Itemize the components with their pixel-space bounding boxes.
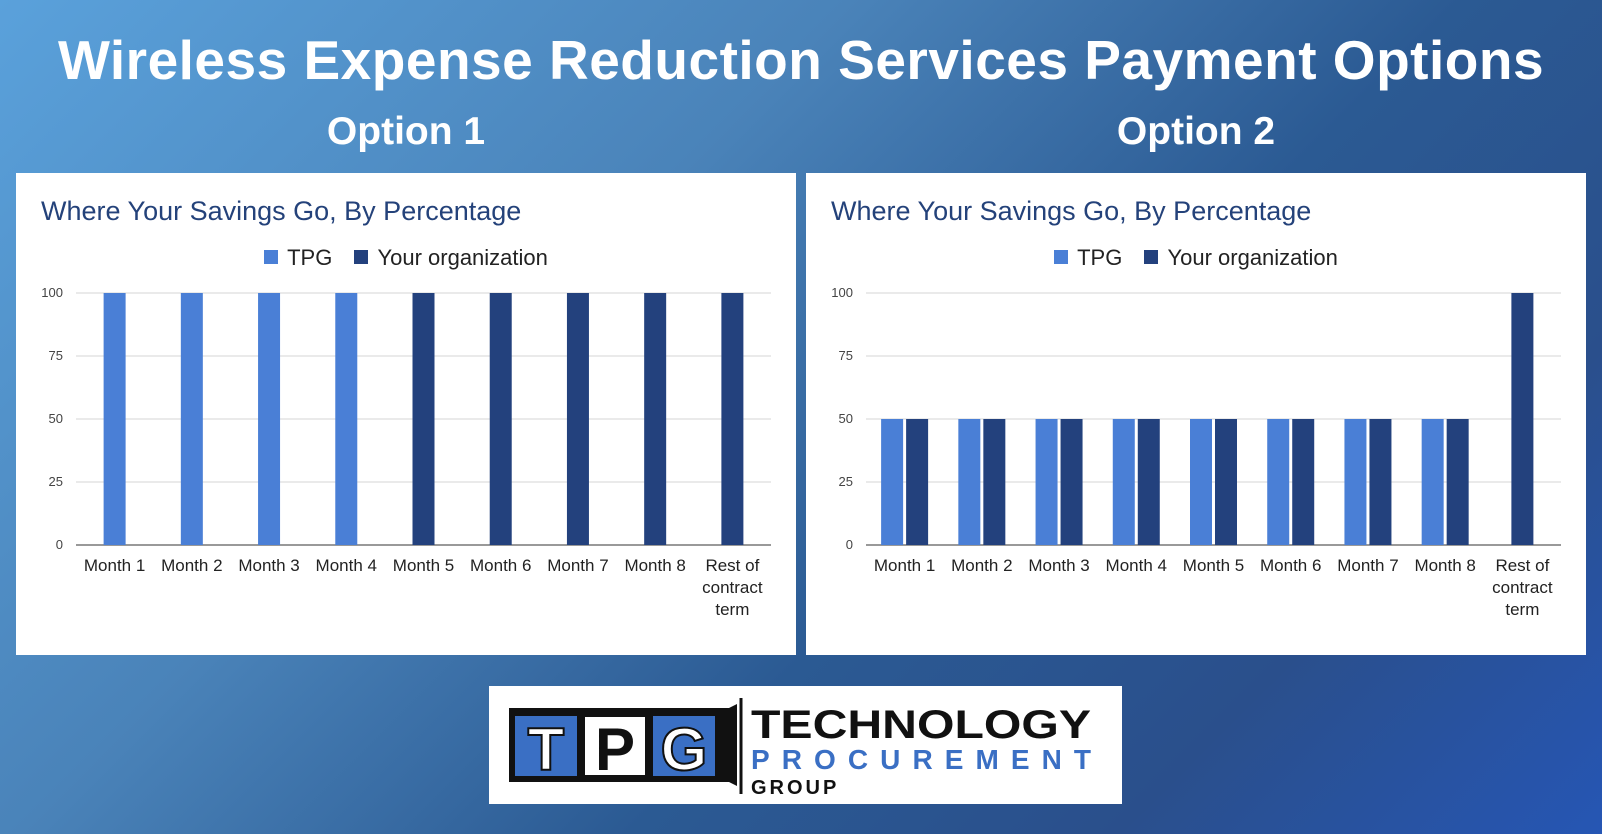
- page-title: Wireless Expense Reduction Services Paym…: [57, 29, 1545, 91]
- bar-tpg: [335, 293, 358, 545]
- bar-tpg: [1421, 419, 1444, 545]
- logo-monogram-g: G: [661, 716, 708, 783]
- legend-label-tpg: TPG: [287, 245, 333, 270]
- chart-title: Where Your Savings Go, By Percentage: [831, 196, 1312, 226]
- bar-tpg: [1267, 419, 1290, 545]
- x-tick-label: Month 1: [84, 556, 145, 575]
- legend-swatch-your-organization: [354, 250, 369, 264]
- logo-line-group: GROUP: [751, 777, 839, 799]
- bar-your-organization: [1446, 419, 1469, 545]
- y-tick-label: 100: [831, 285, 853, 300]
- logo-line-procurement: PROCUREMENT: [751, 744, 1091, 775]
- legend-label-tpg: TPG: [1077, 245, 1123, 270]
- x-tick-label: Month 8: [624, 556, 685, 575]
- bar-your-organization: [566, 293, 589, 545]
- chart-panel-option-2: Where Your Savings Go, By Percentage TPG…: [806, 173, 1586, 655]
- y-tick-label: 100: [41, 285, 63, 300]
- logo-line-technology: TECHNOLOGY: [751, 703, 1091, 747]
- legend-item-tpg: TPG: [1054, 245, 1122, 271]
- legend-swatch-tpg: [1054, 250, 1069, 264]
- legend-item-your-organization: Your organization: [354, 245, 548, 271]
- x-tick-label: Rest of contract term: [1492, 556, 1553, 619]
- option-2-label: Option 2: [1116, 110, 1276, 153]
- y-tick-label: 75: [839, 348, 853, 363]
- x-tick-label: Month 3: [238, 556, 299, 575]
- x-tick-label: Rest of contract term: [702, 556, 763, 619]
- bar-tpg: [1112, 419, 1135, 545]
- x-tick-label: Month 5: [393, 556, 454, 575]
- legend-label-your-organization: Your organization: [377, 245, 548, 270]
- x-tick-label: Month 6: [470, 556, 531, 575]
- bar-chart-option-1: 0 25 50 75 100 Month 1 Month 2 Month 3 Month 4 Mo…: [41, 285, 771, 619]
- bar-your-organization: [489, 293, 512, 545]
- bar-your-organization: [1215, 419, 1237, 545]
- bar-your-organization: [983, 419, 1006, 545]
- x-tick-label: Month 3: [1028, 556, 1089, 575]
- bar-your-organization: [906, 419, 929, 545]
- bar-tpg: [881, 419, 904, 545]
- y-tick-label: 0: [56, 537, 63, 552]
- x-tick-label: Month 7: [547, 556, 608, 575]
- option-1-label: Option 1: [326, 110, 486, 153]
- x-tick-label: Month 1: [874, 556, 935, 575]
- bar-tpg: [258, 293, 281, 545]
- x-tick-label: Month 8: [1414, 556, 1475, 575]
- chart-panel-option-1: Where Your Savings Go, By Percentage TPG…: [16, 173, 796, 655]
- chart-title: Where Your Savings Go, By Percentage: [41, 196, 522, 226]
- x-tick-label: Month 6: [1260, 556, 1321, 575]
- legend-swatch-tpg: [264, 250, 279, 264]
- legend-item-your-organization: Your organization: [1144, 245, 1338, 271]
- bar-your-organization: [412, 293, 435, 545]
- bar-tpg: [1190, 419, 1212, 545]
- bar-your-organization: [721, 293, 744, 545]
- bar-your-organization: [1137, 419, 1160, 545]
- bar-your-organization: [1292, 419, 1315, 545]
- y-tick-label: 50: [49, 411, 63, 426]
- bar-your-organization: [1369, 419, 1392, 545]
- x-tick-label: Month 2: [951, 556, 1012, 575]
- company-logo: T P G TECHNOLOGY PROCUREMENT GROUP: [489, 686, 1122, 804]
- tpg-logo-mark: T P G TECHNOLOGY PROCUREMENT GROUP: [509, 698, 1091, 799]
- y-tick-label: 50: [839, 411, 853, 426]
- logo-monogram-t: T: [528, 716, 565, 783]
- chart-legend: TPG Your organization: [16, 245, 796, 271]
- x-tick-label: Month 5: [1183, 556, 1244, 575]
- legend-item-tpg: TPG: [264, 245, 332, 271]
- legend-label-your-organization: Your organization: [1167, 245, 1338, 270]
- x-tick-label: Month 7: [1337, 556, 1398, 575]
- bar-tpg: [180, 293, 203, 545]
- bar-your-organization: [644, 293, 667, 545]
- bar-tpg: [1344, 419, 1367, 545]
- bar-tpg: [958, 419, 981, 545]
- x-tick-label: Month 4: [316, 556, 377, 575]
- legend-swatch-your-organization: [1144, 250, 1159, 264]
- logo-monogram-p: P: [595, 716, 635, 783]
- y-tick-label: 75: [49, 348, 63, 363]
- x-tick-label: Month 4: [1106, 556, 1167, 575]
- y-tick-label: 25: [839, 474, 853, 489]
- bar-chart-option-2: 0 25 50 75 100 Month 1 Month 2 Month 3 Month 4 Mo…: [831, 285, 1561, 619]
- chart-legend: TPG Your organization: [806, 245, 1586, 271]
- bar-your-organization: [1511, 293, 1534, 545]
- bar-your-organization: [1060, 419, 1083, 545]
- x-tick-label: Month 2: [161, 556, 222, 575]
- y-tick-label: 25: [49, 474, 63, 489]
- bar-tpg: [1035, 419, 1058, 545]
- bar-tpg: [103, 293, 126, 545]
- y-tick-label: 0: [846, 537, 853, 552]
